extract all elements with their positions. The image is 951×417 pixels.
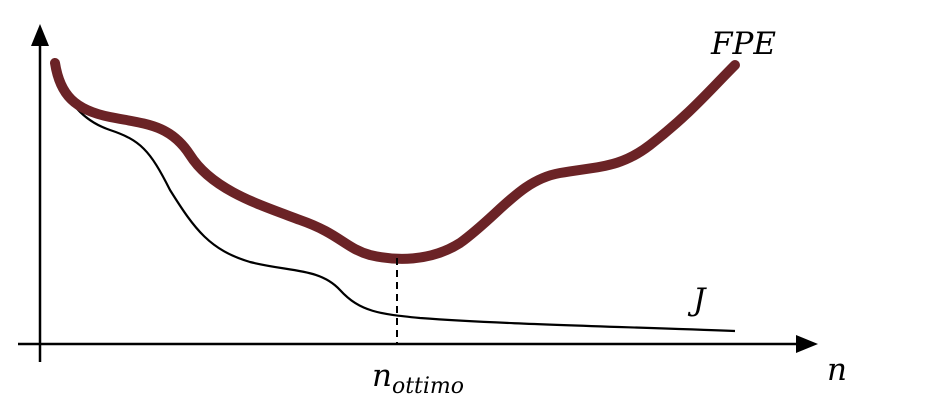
n-optimum-label: nottimo xyxy=(372,358,464,399)
y-axis-arrowhead xyxy=(31,24,49,46)
n-axis-label: n xyxy=(827,352,847,388)
n-optimum-base: n xyxy=(372,358,392,394)
n-optimum-subscript: ottimo xyxy=(392,374,464,399)
x-axis-arrowhead xyxy=(796,335,818,353)
j-label: J xyxy=(687,282,707,318)
fpe-curve xyxy=(50,58,740,264)
fpe-label: FPE xyxy=(710,26,776,62)
j-curve xyxy=(55,67,736,333)
